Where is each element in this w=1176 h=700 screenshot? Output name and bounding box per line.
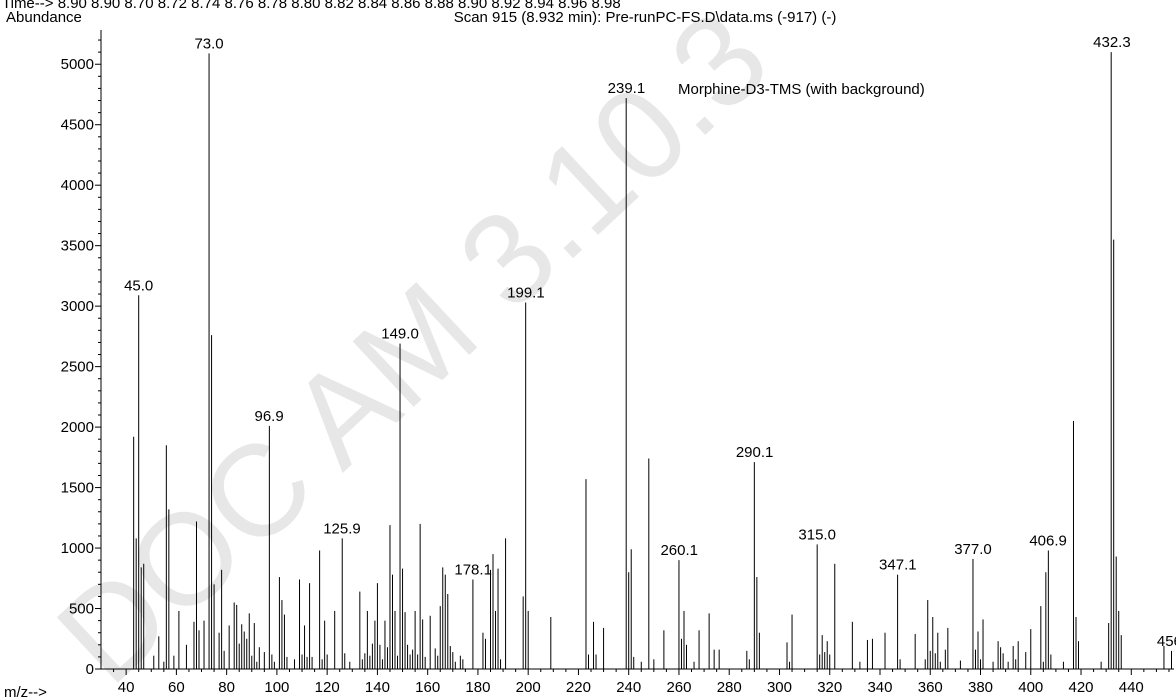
x-tick-label: 260	[666, 679, 691, 696]
x-tick-label: 240	[616, 679, 641, 696]
peak-label: 178.1	[454, 561, 492, 578]
time-axis-row: Time--> 8.90 8.90 8.70 8.72 8.74 8.76 8.…	[2, 0, 621, 12]
peak-label: 260.1	[660, 542, 698, 559]
peak-label: 96.9	[255, 408, 284, 425]
x-tick-label: 280	[717, 679, 742, 696]
x-tick-label: 200	[516, 679, 541, 696]
watermark-text: DOC AM 3.10.3	[30, 0, 795, 700]
peak-label: 199.1	[507, 285, 545, 302]
peak-label: 125.9	[323, 520, 361, 537]
peak-label: 406.9	[1029, 532, 1067, 549]
x-tick-label: 180	[465, 679, 490, 696]
abundance-label: Abundance	[6, 9, 82, 26]
y-tick-label: 3000	[61, 298, 94, 315]
x-tick-label: 360	[918, 679, 943, 696]
peak-label: 290.1	[736, 444, 774, 461]
scan-title: Scan 915 (8.932 min): Pre-runPC-FS.D\dat…	[454, 9, 837, 26]
x-tick-label: 400	[1018, 679, 1043, 696]
peak-label: 73.0	[194, 35, 223, 52]
y-tick-label: 2500	[61, 359, 94, 376]
x-tick-label: 420	[1069, 679, 1094, 696]
x-tick-label: 380	[968, 679, 993, 696]
peak-label: 377.0	[954, 541, 992, 558]
peak-label: 45.0	[124, 277, 153, 294]
x-tick-label: 80	[218, 679, 235, 696]
x-tick-label: 220	[566, 679, 591, 696]
y-tick-label: 1000	[61, 540, 94, 557]
y-tick-label: 2000	[61, 419, 94, 436]
x-tick-label: 300	[767, 679, 792, 696]
peak-labels: 45.0 73.0 96.9 125.9 149.0 178.1 199.1 239.1 260…	[124, 34, 1176, 650]
peak-label: 315.0	[798, 526, 836, 543]
y-tick-label: 4500	[61, 117, 94, 134]
x-tick-label: 440	[1119, 679, 1144, 696]
x-tick-label: 140	[365, 679, 390, 696]
x-tick-label: 60	[168, 679, 185, 696]
axes: 0 500 1000 1500 2000 2500 3000 3500 4000 4500 5000…	[61, 30, 1174, 696]
peak-label: 347.1	[879, 557, 917, 574]
x-axis-label: m/z-->	[4, 684, 47, 700]
y-tick-label: 1500	[61, 480, 94, 497]
x-tick-label: 340	[867, 679, 892, 696]
y-tick-label: 5000	[61, 56, 94, 73]
compound-annotation: Morphine-D3-TMS (with background)	[678, 81, 925, 98]
y-tick-label: 3500	[61, 238, 94, 255]
peak-label: 149.0	[381, 326, 419, 343]
peak-label: 432.3	[1093, 34, 1131, 51]
spectrum-peaks	[133, 52, 1172, 669]
x-tick-label: 120	[315, 679, 340, 696]
x-tick-label: 100	[264, 679, 289, 696]
peak-label: 456.	[1157, 633, 1176, 650]
watermark: DOC AM 3.10.3	[30, 0, 795, 700]
x-tick-label: 320	[817, 679, 842, 696]
x-tick-label: 160	[415, 679, 440, 696]
x-tick-label: 40	[118, 679, 135, 696]
y-tick-label: 4000	[61, 177, 94, 194]
y-tick-label: 500	[69, 601, 94, 618]
y-tick-label: 0	[86, 661, 94, 678]
peak-label: 239.1	[608, 80, 646, 97]
